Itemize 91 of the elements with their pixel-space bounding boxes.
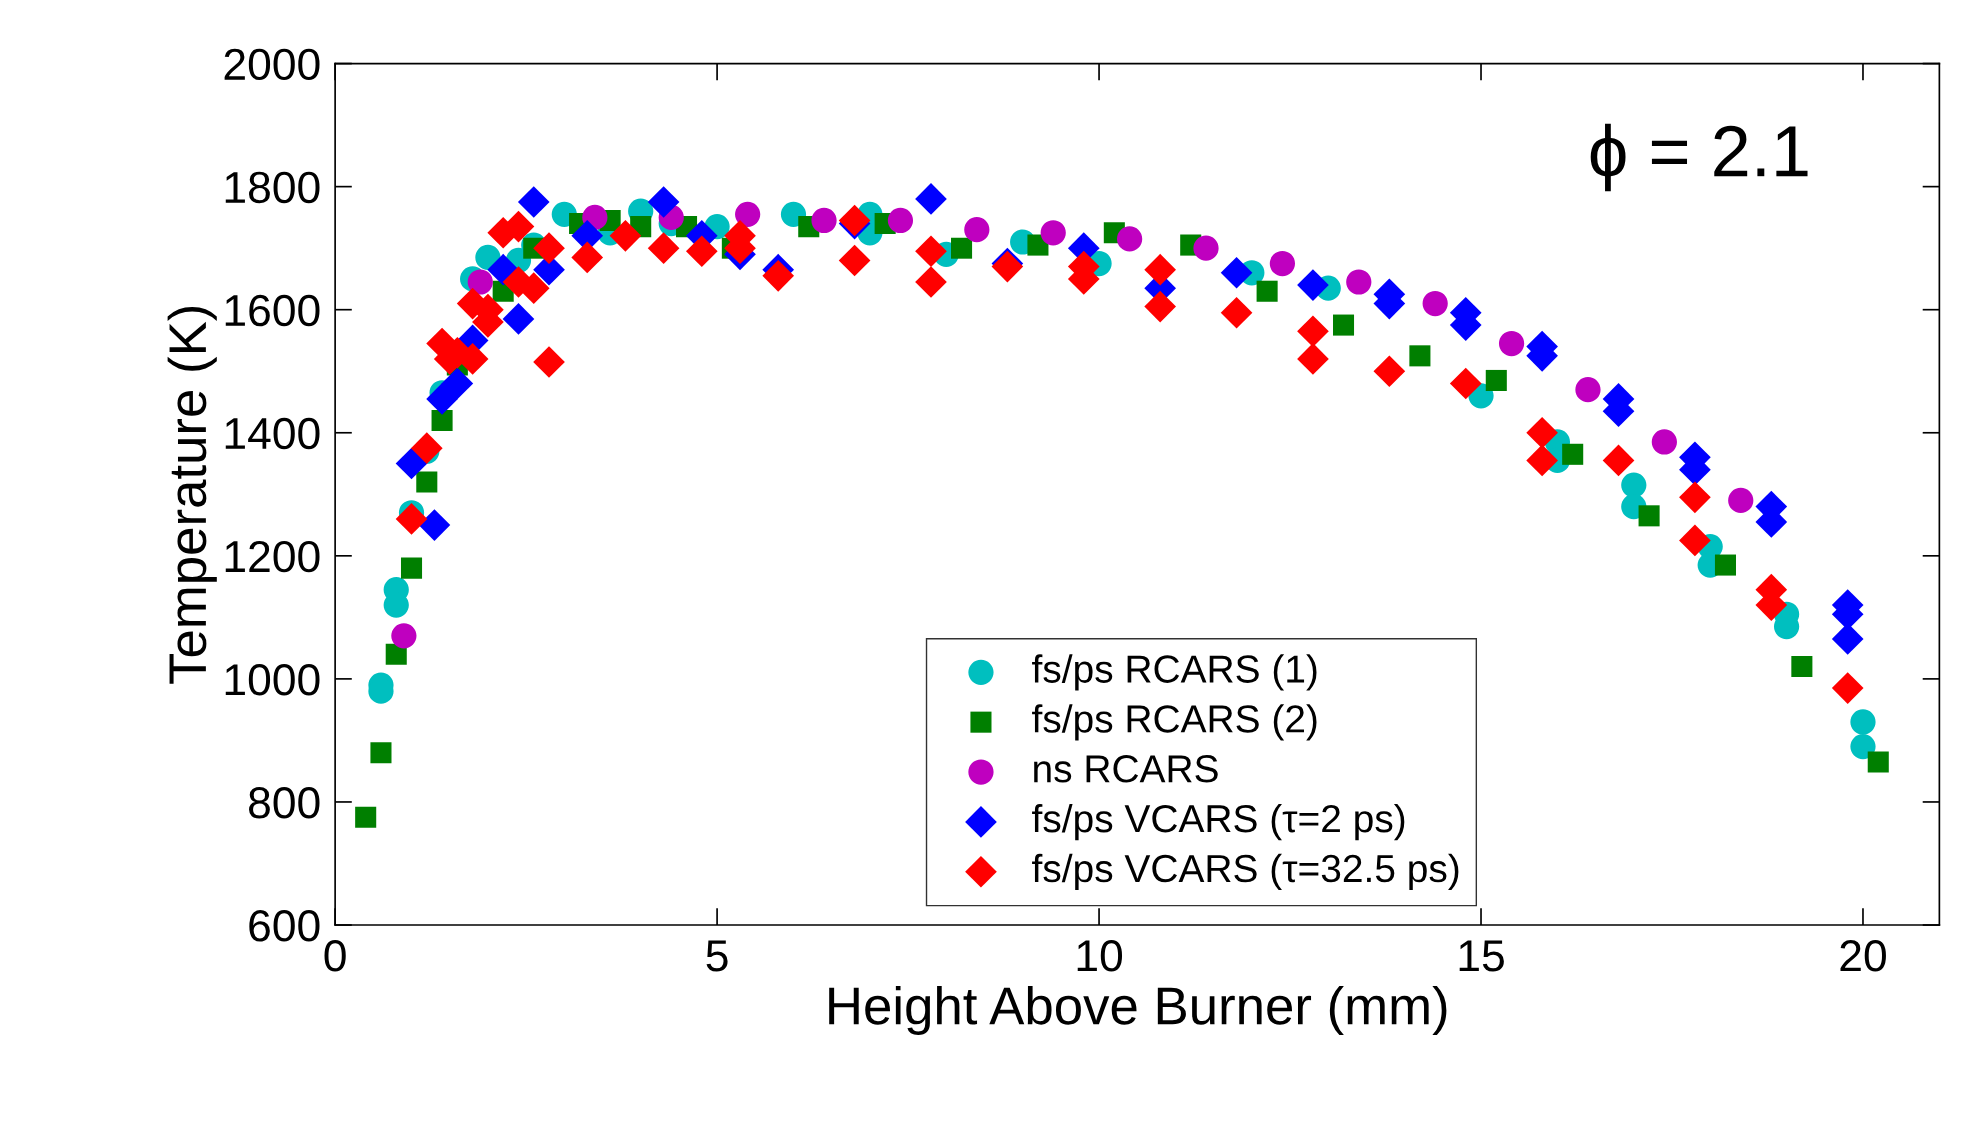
point (395, 503, 428, 535)
point (1117, 226, 1143, 252)
point (647, 186, 680, 218)
x-tick-label: 5 (706, 940, 728, 972)
point (1297, 269, 1329, 301)
y-tick-label: 1400 (225, 417, 320, 450)
point (1791, 656, 1813, 678)
y-tick-label: 1600 (225, 294, 320, 327)
point (1220, 296, 1253, 329)
point (1714, 554, 1736, 576)
point (533, 232, 565, 264)
point (517, 186, 550, 218)
point (426, 383, 458, 415)
x-tick-label: 0 (324, 940, 346, 972)
point (685, 235, 718, 268)
point (416, 471, 438, 493)
point (1498, 330, 1525, 357)
point (1297, 343, 1329, 375)
point (1256, 280, 1278, 302)
y-tick-label: 1200 (225, 540, 320, 573)
x-tick-label: 10 (1077, 940, 1123, 972)
x-axis-title: Height Above Burner (mm) (829, 985, 1447, 1036)
point (1575, 377, 1601, 403)
point (385, 643, 407, 665)
y-tick-label: 1800 (225, 171, 320, 204)
legend-label: fs/ps RCARS (1) (1032, 654, 1317, 691)
point (647, 232, 680, 264)
point (571, 241, 604, 274)
x-tick-label: 20 (1840, 940, 1886, 972)
point (1422, 290, 1448, 317)
legend-label: fs/ps VCARS (τ=2 ps) (1032, 803, 1405, 841)
y-tick-label: 2000 (224, 48, 320, 81)
point (1332, 314, 1355, 336)
point (811, 207, 837, 234)
point (1526, 444, 1558, 477)
point (502, 303, 535, 335)
point (1621, 472, 1647, 498)
point (1409, 345, 1431, 367)
point (1831, 623, 1864, 655)
point (951, 237, 973, 259)
y-axis-title: Temperature (K) (167, 306, 217, 684)
point (915, 183, 947, 215)
point (915, 266, 947, 298)
annotation: ϕ = 2.1 (1590, 123, 1808, 192)
point (395, 447, 428, 480)
point (735, 201, 761, 227)
point (838, 244, 871, 277)
x-tick-label: 15 (1459, 940, 1504, 972)
point (1651, 429, 1677, 455)
point (533, 346, 565, 378)
point (915, 235, 947, 268)
point (1373, 355, 1406, 388)
point (441, 367, 474, 400)
point (370, 742, 392, 764)
point (762, 260, 795, 292)
point (1449, 367, 1482, 400)
point (1193, 235, 1219, 261)
point (1220, 256, 1253, 289)
legend-label: fs/ps RCARS (2) (1032, 704, 1317, 741)
point (1346, 269, 1372, 295)
point (609, 220, 642, 252)
point (418, 509, 451, 541)
point (1850, 733, 1876, 760)
point (391, 623, 417, 649)
legend-label: fs/ps VCARS (τ=32.5 ps) (1032, 853, 1459, 891)
point (467, 269, 493, 295)
point (1728, 487, 1754, 514)
y-tick-label: 1000 (225, 663, 320, 696)
point (1297, 315, 1329, 348)
point (964, 217, 990, 243)
legend-label: ns RCARS (1034, 755, 1218, 783)
point (400, 557, 423, 579)
point (355, 806, 377, 828)
point (1831, 672, 1864, 704)
y-tick-label: 600 (249, 910, 320, 942)
point (1638, 505, 1660, 527)
point (1850, 709, 1876, 735)
point (887, 207, 914, 234)
point (1602, 444, 1635, 477)
point (1485, 369, 1507, 391)
point (1679, 524, 1711, 557)
point (1144, 290, 1176, 323)
point (1679, 481, 1711, 514)
point (1867, 751, 1889, 773)
point (431, 409, 453, 431)
point (1562, 443, 1584, 465)
point (1269, 250, 1296, 277)
point (1144, 253, 1176, 286)
y-tick-label: 800 (249, 787, 320, 819)
point (1040, 220, 1066, 246)
point (1526, 416, 1558, 449)
